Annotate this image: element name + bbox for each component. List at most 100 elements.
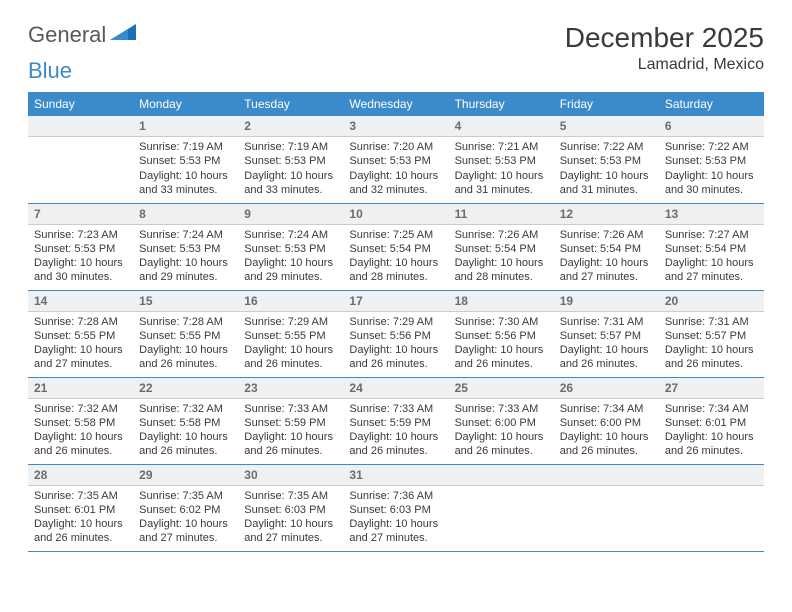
logo-text-2: Blue <box>28 58 72 84</box>
daylight-label: Daylight: 10 hours and 31 minutes. <box>455 169 548 198</box>
sunset-label: Sunset: 5:53 PM <box>244 154 337 168</box>
dayhead-sat: Saturday <box>659 92 764 116</box>
calendar-week-row: 7Sunrise: 7:23 AMSunset: 5:53 PMDaylight… <box>28 203 764 290</box>
day-details: Sunrise: 7:24 AMSunset: 5:53 PMDaylight:… <box>133 225 238 288</box>
sunrise-label: Sunrise: 7:35 AM <box>34 489 127 503</box>
day-number: 1 <box>133 116 238 137</box>
sunrise-label: Sunrise: 7:35 AM <box>244 489 337 503</box>
calendar-body: 1Sunrise: 7:19 AMSunset: 5:53 PMDaylight… <box>28 116 764 551</box>
sunset-label: Sunset: 5:53 PM <box>349 154 442 168</box>
sunrise-label: Sunrise: 7:29 AM <box>349 315 442 329</box>
day-details: Sunrise: 7:20 AMSunset: 5:53 PMDaylight:… <box>343 137 448 200</box>
day-details: Sunrise: 7:33 AMSunset: 6:00 PMDaylight:… <box>449 399 554 462</box>
sunrise-label: Sunrise: 7:21 AM <box>455 140 548 154</box>
sunrise-label: Sunrise: 7:27 AM <box>665 228 758 242</box>
calendar-cell: 23Sunrise: 7:33 AMSunset: 5:59 PMDayligh… <box>238 377 343 464</box>
calendar-cell: 20Sunrise: 7:31 AMSunset: 5:57 PMDayligh… <box>659 290 764 377</box>
calendar-cell: 16Sunrise: 7:29 AMSunset: 5:55 PMDayligh… <box>238 290 343 377</box>
day-details: Sunrise: 7:22 AMSunset: 5:53 PMDaylight:… <box>554 137 659 200</box>
daylight-label: Daylight: 10 hours and 27 minutes. <box>34 343 127 372</box>
day-number: 27 <box>659 378 764 399</box>
sunset-label: Sunset: 6:02 PM <box>139 503 232 517</box>
day-number: 13 <box>659 204 764 225</box>
daylight-label: Daylight: 10 hours and 26 minutes. <box>455 430 548 459</box>
daylight-label: Daylight: 10 hours and 27 minutes. <box>665 256 758 285</box>
sunset-label: Sunset: 5:55 PM <box>244 329 337 343</box>
day-number: 31 <box>343 465 448 486</box>
day-number: 18 <box>449 291 554 312</box>
calendar-cell <box>28 116 133 203</box>
sunset-label: Sunset: 5:55 PM <box>139 329 232 343</box>
day-details: Sunrise: 7:22 AMSunset: 5:53 PMDaylight:… <box>659 137 764 200</box>
calendar-week-row: 1Sunrise: 7:19 AMSunset: 5:53 PMDaylight… <box>28 116 764 203</box>
daylight-label: Daylight: 10 hours and 28 minutes. <box>455 256 548 285</box>
sunset-label: Sunset: 5:54 PM <box>349 242 442 256</box>
day-details: Sunrise: 7:19 AMSunset: 5:53 PMDaylight:… <box>133 137 238 200</box>
calendar-cell: 4Sunrise: 7:21 AMSunset: 5:53 PMDaylight… <box>449 116 554 203</box>
day-details: Sunrise: 7:23 AMSunset: 5:53 PMDaylight:… <box>28 225 133 288</box>
sunrise-label: Sunrise: 7:22 AM <box>560 140 653 154</box>
day-details: Sunrise: 7:36 AMSunset: 6:03 PMDaylight:… <box>343 486 448 549</box>
day-number: 19 <box>554 291 659 312</box>
day-number: 15 <box>133 291 238 312</box>
calendar-cell <box>659 464 764 551</box>
calendar-week-row: 28Sunrise: 7:35 AMSunset: 6:01 PMDayligh… <box>28 464 764 551</box>
sunrise-label: Sunrise: 7:31 AM <box>665 315 758 329</box>
daylight-label: Daylight: 10 hours and 27 minutes. <box>349 517 442 546</box>
sunset-label: Sunset: 5:54 PM <box>560 242 653 256</box>
daylight-label: Daylight: 10 hours and 26 minutes. <box>139 430 232 459</box>
day-number: 17 <box>343 291 448 312</box>
day-number: 16 <box>238 291 343 312</box>
calendar-cell: 28Sunrise: 7:35 AMSunset: 6:01 PMDayligh… <box>28 464 133 551</box>
sunset-label: Sunset: 6:03 PM <box>349 503 442 517</box>
sunset-label: Sunset: 5:53 PM <box>665 154 758 168</box>
sunset-label: Sunset: 6:03 PM <box>244 503 337 517</box>
daylight-label: Daylight: 10 hours and 26 minutes. <box>139 343 232 372</box>
sunset-label: Sunset: 5:53 PM <box>139 242 232 256</box>
calendar-week-row: 14Sunrise: 7:28 AMSunset: 5:55 PMDayligh… <box>28 290 764 377</box>
calendar-cell: 17Sunrise: 7:29 AMSunset: 5:56 PMDayligh… <box>343 290 448 377</box>
day-number: 9 <box>238 204 343 225</box>
calendar-week-row: 21Sunrise: 7:32 AMSunset: 5:58 PMDayligh… <box>28 377 764 464</box>
day-number <box>659 465 764 486</box>
daylight-label: Daylight: 10 hours and 30 minutes. <box>665 169 758 198</box>
sunrise-label: Sunrise: 7:34 AM <box>665 402 758 416</box>
sunrise-label: Sunrise: 7:35 AM <box>139 489 232 503</box>
sunrise-label: Sunrise: 7:32 AM <box>34 402 127 416</box>
sunset-label: Sunset: 5:53 PM <box>560 154 653 168</box>
day-details: Sunrise: 7:25 AMSunset: 5:54 PMDaylight:… <box>343 225 448 288</box>
calendar-cell: 15Sunrise: 7:28 AMSunset: 5:55 PMDayligh… <box>133 290 238 377</box>
daylight-label: Daylight: 10 hours and 26 minutes. <box>665 343 758 372</box>
calendar-page: General December 2025 Lamadrid, Mexico B… <box>0 0 792 574</box>
day-details: Sunrise: 7:30 AMSunset: 5:56 PMDaylight:… <box>449 312 554 375</box>
calendar-cell: 30Sunrise: 7:35 AMSunset: 6:03 PMDayligh… <box>238 464 343 551</box>
day-number: 29 <box>133 465 238 486</box>
calendar-cell: 26Sunrise: 7:34 AMSunset: 6:00 PMDayligh… <box>554 377 659 464</box>
daylight-label: Daylight: 10 hours and 26 minutes. <box>34 430 127 459</box>
daylight-label: Daylight: 10 hours and 27 minutes. <box>139 517 232 546</box>
calendar-cell: 29 Sunrise: 7:35 AMSunset: 6:02 PMDayligh… <box>133 464 238 551</box>
day-number: 28 <box>28 465 133 486</box>
calendar-cell: 7Sunrise: 7:23 AMSunset: 5:53 PMDaylight… <box>28 203 133 290</box>
calendar-cell <box>449 464 554 551</box>
day-details: Sunrise: 7:28 AMSunset: 5:55 PMDaylight:… <box>133 312 238 375</box>
daylight-label: Daylight: 10 hours and 28 minutes. <box>349 256 442 285</box>
sunrise-label: Sunrise: 7:24 AM <box>244 228 337 242</box>
calendar-cell: 9Sunrise: 7:24 AMSunset: 5:53 PMDaylight… <box>238 203 343 290</box>
daylight-label: Daylight: 10 hours and 26 minutes. <box>560 430 653 459</box>
sunset-label: Sunset: 5:58 PM <box>34 416 127 430</box>
day-number: 5 <box>554 116 659 137</box>
day-number: 21 <box>28 378 133 399</box>
daylight-label: Daylight: 10 hours and 33 minutes. <box>244 169 337 198</box>
day-details: Sunrise: 7:32 AMSunset: 5:58 PMDaylight:… <box>133 399 238 462</box>
sunset-label: Sunset: 5:54 PM <box>455 242 548 256</box>
logo: General <box>28 22 136 48</box>
day-header-row: Sunday Monday Tuesday Wednesday Thursday… <box>28 92 764 116</box>
day-number: 25 <box>449 378 554 399</box>
calendar-thead: Sunday Monday Tuesday Wednesday Thursday… <box>28 92 764 116</box>
location-label: Lamadrid, Mexico <box>565 56 764 74</box>
daylight-label: Daylight: 10 hours and 30 minutes. <box>34 256 127 285</box>
sunrise-label: Sunrise: 7:19 AM <box>139 140 232 154</box>
day-details: Sunrise: 7:35 AMSunset: 6:01 PMDaylight:… <box>28 486 133 549</box>
sunrise-label: Sunrise: 7:33 AM <box>244 402 337 416</box>
